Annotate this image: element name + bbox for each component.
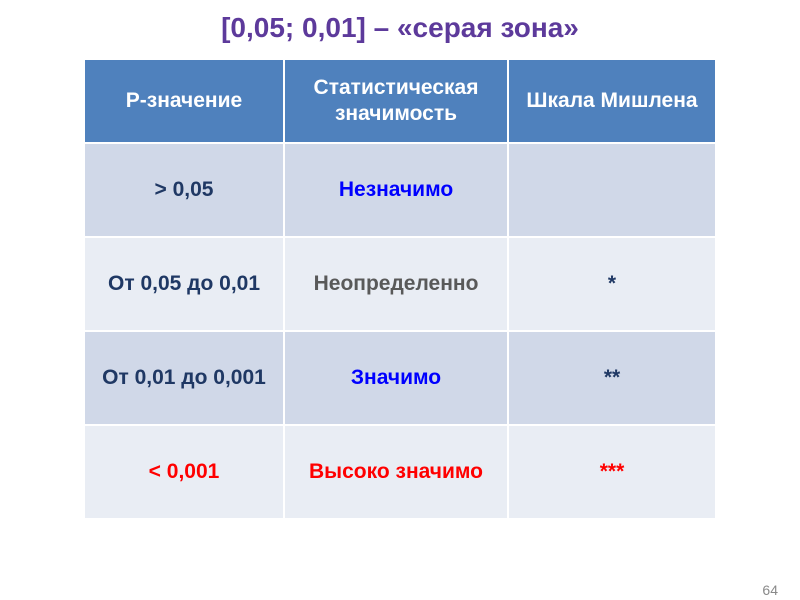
cell-significance: Высоко значимо (284, 425, 508, 519)
table-row: < 0,001 Высоко значимо *** (84, 425, 716, 519)
significance-table: P-значение Статистическая значимость Шка… (83, 58, 717, 520)
cell-pvalue: > 0,05 (84, 143, 284, 237)
cell-significance: Незначимо (284, 143, 508, 237)
cell-stars (508, 143, 716, 237)
col-header-significance: Статистическая значимость (284, 59, 508, 143)
table-row: От 0,01 до 0,001 Значимо ** (84, 331, 716, 425)
cell-significance: Значимо (284, 331, 508, 425)
cell-significance: Неопределенно (284, 237, 508, 331)
cell-pvalue: < 0,001 (84, 425, 284, 519)
col-header-pvalue: P-значение (84, 59, 284, 143)
col-header-michelin: Шкала Мишлена (508, 59, 716, 143)
page-number: 64 (762, 582, 778, 598)
cell-stars: * (508, 237, 716, 331)
cell-stars: ** (508, 331, 716, 425)
table-row: > 0,05 Незначимо (84, 143, 716, 237)
table-row: От 0,05 до 0,01 Неопределенно * (84, 237, 716, 331)
cell-stars: *** (508, 425, 716, 519)
table-header-row: P-значение Статистическая значимость Шка… (84, 59, 716, 143)
slide: [0,05; 0,01] – «серая зона» P-значение С… (0, 12, 800, 600)
slide-title: [0,05; 0,01] – «серая зона» (0, 12, 800, 44)
cell-pvalue: От 0,05 до 0,01 (84, 237, 284, 331)
cell-pvalue: От 0,01 до 0,001 (84, 331, 284, 425)
